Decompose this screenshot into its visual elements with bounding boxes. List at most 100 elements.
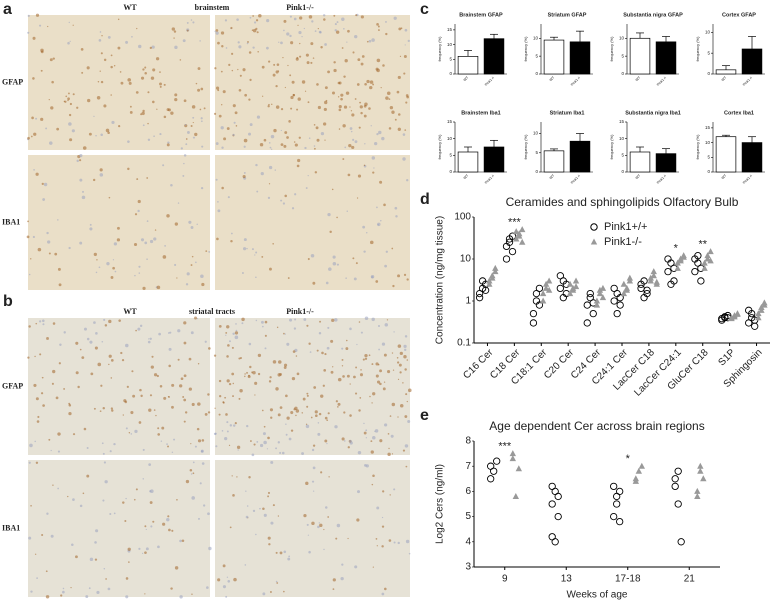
texture xyxy=(40,392,44,395)
texture xyxy=(314,410,318,414)
texture xyxy=(342,375,345,378)
texture xyxy=(384,423,388,427)
y-tick-label: 5 xyxy=(535,150,538,155)
texture xyxy=(384,264,387,268)
texture xyxy=(126,385,129,388)
texture xyxy=(138,547,141,550)
texture xyxy=(191,105,196,109)
texture xyxy=(376,506,380,510)
texture xyxy=(281,451,285,455)
texture xyxy=(254,21,257,24)
texture xyxy=(120,81,124,85)
texture xyxy=(99,168,103,172)
texture xyxy=(168,396,170,398)
texture xyxy=(32,77,35,80)
texture xyxy=(57,450,61,453)
chart-title: Substantia nigra GFAP xyxy=(623,12,683,18)
texture xyxy=(360,369,362,371)
texture xyxy=(282,202,286,205)
texture xyxy=(120,351,123,355)
texture xyxy=(388,539,392,542)
texture xyxy=(325,281,329,285)
texture xyxy=(163,396,167,400)
texture xyxy=(157,427,160,430)
data-point xyxy=(751,322,759,330)
texture xyxy=(236,445,241,449)
texture xyxy=(183,374,187,378)
texture xyxy=(35,117,38,120)
texture xyxy=(354,565,358,569)
data-point xyxy=(755,310,762,317)
texture xyxy=(297,97,301,101)
texture xyxy=(405,465,408,468)
texture xyxy=(131,370,134,373)
texture xyxy=(208,347,211,350)
texture xyxy=(343,27,345,30)
texture xyxy=(336,263,339,266)
texture xyxy=(283,19,287,23)
texture xyxy=(264,320,268,324)
texture xyxy=(301,452,305,455)
y-axis-label: frequency (%) xyxy=(609,36,614,62)
texture xyxy=(341,47,344,49)
texture xyxy=(241,322,244,325)
texture xyxy=(391,247,394,250)
micrograph-title: striatal tracts xyxy=(189,307,235,316)
texture xyxy=(96,259,98,261)
texture xyxy=(96,590,100,595)
texture xyxy=(325,99,328,102)
texture xyxy=(41,182,44,186)
y-tick-label: 100 xyxy=(454,212,471,223)
texture xyxy=(242,68,246,72)
texture xyxy=(35,322,38,325)
texture xyxy=(62,590,65,594)
texture xyxy=(276,63,280,66)
texture xyxy=(248,51,252,54)
texture xyxy=(381,592,385,596)
texture xyxy=(134,274,136,277)
data-point xyxy=(487,475,495,483)
texture xyxy=(349,327,352,331)
texture xyxy=(397,378,400,381)
texture xyxy=(327,326,330,329)
texture xyxy=(98,266,101,269)
texture xyxy=(313,145,316,147)
texture xyxy=(145,547,149,551)
texture xyxy=(246,42,249,45)
texture xyxy=(252,509,256,513)
texture xyxy=(286,32,290,36)
texture xyxy=(287,277,290,279)
texture xyxy=(296,164,300,168)
bar xyxy=(483,146,505,173)
texture xyxy=(312,466,316,470)
texture xyxy=(192,472,195,475)
texture xyxy=(268,60,271,63)
texture xyxy=(402,157,406,161)
texture xyxy=(68,246,71,250)
texture xyxy=(215,31,219,35)
texture xyxy=(141,552,144,555)
y-tick-label: 0 xyxy=(535,71,538,76)
texture xyxy=(275,447,277,450)
data-point xyxy=(761,299,768,306)
texture xyxy=(150,76,155,80)
texture xyxy=(90,372,94,376)
texture xyxy=(151,45,155,49)
texture xyxy=(52,369,56,374)
texture xyxy=(385,250,388,253)
texture xyxy=(235,323,237,325)
texture xyxy=(100,133,103,137)
data-point xyxy=(647,274,654,281)
texture xyxy=(341,347,344,350)
texture xyxy=(179,59,182,61)
texture xyxy=(35,397,39,401)
texture xyxy=(385,32,388,36)
texture xyxy=(308,137,311,139)
texture xyxy=(383,203,386,207)
texture xyxy=(221,104,223,106)
legend-label: Pink1-/- xyxy=(604,236,642,248)
texture xyxy=(283,550,287,554)
texture xyxy=(147,340,151,344)
texture xyxy=(387,433,390,435)
texture xyxy=(110,407,114,410)
